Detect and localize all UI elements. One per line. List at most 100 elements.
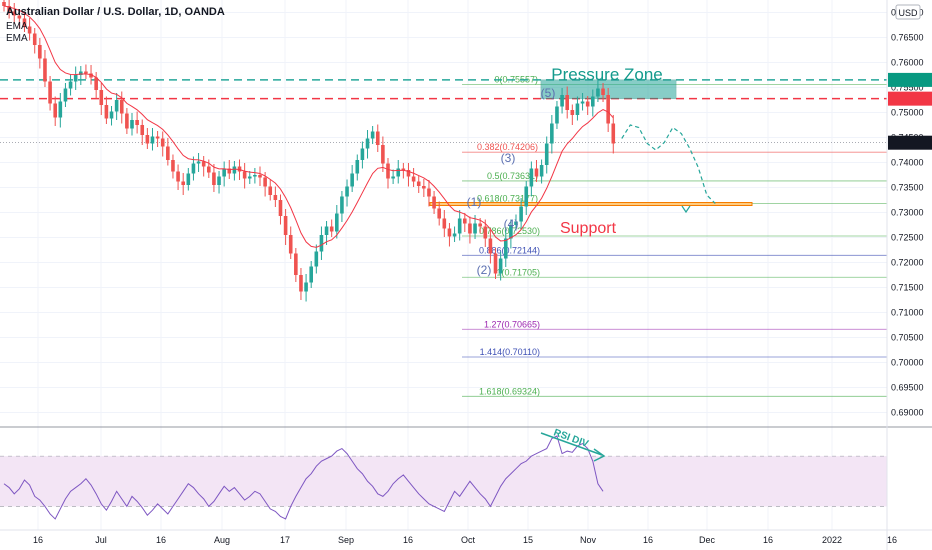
candle-body [38, 45, 42, 59]
candle [324, 221, 329, 245]
ema-indicator-label-2[interactable]: EMA [6, 33, 28, 44]
candle-body [396, 168, 401, 177]
candle-body [355, 160, 360, 174]
candle-body [329, 226, 334, 232]
candle-body [529, 168, 534, 187]
candle-body [350, 173, 354, 187]
candle-body [201, 161, 206, 167]
candlestick-series [2, 0, 616, 302]
candle [340, 191, 344, 222]
candle [406, 163, 411, 187]
candle-body [12, 11, 17, 16]
candle-body [263, 177, 267, 187]
candle-body [63, 88, 68, 102]
symbol-title: Australian Dollar / U.S. Dollar, 1D, OAN… [6, 6, 225, 18]
candle-body [150, 136, 155, 144]
candle-body [104, 105, 109, 119]
candle [212, 164, 216, 192]
pressure-zone-label: Pressure Zone [551, 65, 663, 84]
candle [247, 171, 252, 184]
candle-body [411, 176, 416, 182]
fib-level-label: 0.886(0.72144) [479, 245, 540, 255]
wave-label: (2) [477, 263, 492, 277]
time-tick-label: Aug [214, 535, 230, 545]
price-axis[interactable]: 0.770000.765000.760000.755000.750000.745… [886, 0, 932, 550]
candle [48, 76, 52, 111]
price-tick-label: 0.70000 [891, 358, 924, 368]
candle-body [585, 101, 590, 107]
candle [288, 226, 293, 259]
candle-body [135, 120, 139, 125]
time-tick-label: Jul [95, 535, 107, 545]
candle-body [498, 258, 503, 274]
candle-body [89, 73, 93, 78]
candle [596, 80, 600, 102]
candle [155, 131, 160, 147]
candle-body [560, 95, 564, 107]
candle-body [452, 233, 457, 237]
candle [222, 161, 226, 187]
candle-body [68, 81, 73, 89]
fib-level-label: 0.618(0.73177) [477, 194, 538, 204]
candle [427, 180, 431, 207]
candle-body [166, 146, 170, 160]
candle-body [196, 161, 201, 164]
time-axis[interactable]: 16 Jul 16 Aug 17 Sep 16 Oct 15 Nov 16 Dec 16 2022 16 [0, 529, 932, 545]
fib-level-label: 1(0.71705) [496, 267, 540, 277]
candle [309, 261, 313, 288]
candle-body [447, 228, 452, 237]
candle-body [232, 166, 237, 174]
candle [130, 113, 134, 136]
candle [119, 91, 124, 124]
candle [580, 93, 585, 111]
candle-body [432, 196, 436, 209]
ema-indicator-label[interactable]: EMA [6, 21, 28, 32]
ema-line [3, 5, 614, 248]
projection-path [621, 124, 716, 214]
candle [63, 83, 68, 107]
currency-box[interactable] [895, 4, 921, 20]
rsi-band [0, 456, 887, 507]
price-tick-label: 0.71000 [891, 308, 924, 318]
price-tick-label: 0.73000 [891, 208, 924, 218]
candle [114, 93, 119, 120]
candle-body [580, 101, 585, 104]
candle [160, 131, 165, 157]
candle-body [160, 138, 165, 147]
candle-body [2, 1, 6, 6]
candle [2, 0, 6, 12]
candle [524, 181, 529, 215]
candle [242, 163, 247, 189]
candle [360, 141, 365, 169]
candle-body [401, 168, 406, 170]
candle [12, 3, 17, 24]
candle [509, 219, 513, 249]
candle [411, 168, 416, 187]
fib-level-label: 1.27(0.70665) [484, 319, 540, 329]
candle [94, 72, 98, 99]
candle [391, 169, 395, 184]
time-tick-label: Nov [580, 535, 597, 545]
candle [457, 210, 462, 241]
candle [447, 223, 452, 247]
candle-body [242, 171, 247, 179]
candle-body [601, 88, 605, 95]
candle [386, 158, 390, 189]
candle [493, 248, 498, 279]
candle [145, 128, 150, 149]
price-tick-label: 0.72000 [891, 258, 924, 268]
candle [565, 86, 569, 119]
candle [539, 159, 544, 184]
candle [345, 179, 349, 207]
candle-body [596, 88, 600, 97]
candle [488, 230, 493, 264]
candle [299, 268, 303, 300]
candle [381, 136, 385, 172]
time-tick-label: 2022 [822, 535, 842, 545]
candle [575, 96, 580, 121]
candle-body [360, 148, 365, 160]
candle-body [247, 176, 252, 179]
projection-arrowhead [681, 205, 691, 214]
price-tick-label: 0.69000 [891, 408, 924, 418]
